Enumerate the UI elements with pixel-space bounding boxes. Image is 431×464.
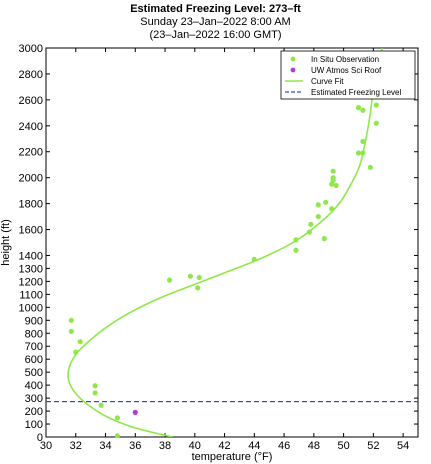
x-tick-label: 34 (99, 440, 111, 452)
x-tick-label: 30 (40, 440, 52, 452)
y-tick-label: 800 (25, 328, 43, 340)
y-tick-label: 100 (25, 419, 43, 431)
observation-point (114, 415, 121, 421)
observation-point (329, 206, 335, 212)
legend: In Situ Observation UW Atmos Sci Roof Curv… (280, 50, 416, 100)
x-tick-label: 42 (218, 440, 230, 452)
observation-point (373, 102, 379, 108)
y-tick-label: 500 (25, 367, 43, 379)
observation-point (355, 150, 362, 156)
observation-point (308, 221, 314, 227)
chart-title-block: Estimated Freezing Level: 273–ft Sunday … (0, 3, 431, 42)
y-tick-label: 2200 (19, 147, 43, 159)
y-axis-label: height (ft) (0, 219, 12, 265)
y-tick-label: 900 (25, 315, 43, 327)
observation-point (195, 285, 201, 291)
observation-point (360, 107, 366, 113)
observation-point (306, 229, 312, 235)
y-tick-label: 200 (25, 406, 43, 418)
x-axis-label: temperature (°F) (192, 451, 273, 463)
roof-observation-point (132, 409, 138, 415)
observation-point (73, 349, 79, 355)
y-tick-label: 600 (25, 354, 43, 366)
curve-fit-line (67, 48, 384, 437)
y-tick-label: 3000 (19, 43, 43, 55)
y-tick-label: 1600 (19, 225, 43, 237)
observation-point (293, 247, 299, 253)
observation-point (187, 273, 193, 279)
observation-point (360, 138, 366, 144)
x-tick-label: 50 (337, 440, 349, 452)
observation-point (315, 202, 321, 208)
observation-point (330, 177, 336, 183)
x-tick-label: 44 (248, 440, 260, 452)
chart-subtitle-local-time: Sunday 23–Jan–2022 8:00 AM (140, 16, 291, 28)
axis-ticks: 30 32 34 36 38 40 42 44 46 48 50 52 54 01002003004005… (19, 43, 418, 452)
y-tick-label: 700 (25, 341, 43, 353)
observation-point (355, 105, 362, 111)
x-tick-label: 52 (367, 440, 379, 452)
x-tick-label: 54 (397, 440, 409, 452)
observation-point (293, 237, 299, 243)
observation-point (68, 328, 74, 334)
observation-point (92, 390, 98, 396)
y-tick-label: 2800 (19, 69, 43, 81)
y-tick-label: 1000 (19, 302, 43, 314)
observation-point (367, 164, 373, 170)
legend-swatch-observation (290, 56, 296, 62)
chart-title: Estimated Freezing Level: 273–ft (130, 3, 301, 15)
observation-point (315, 213, 321, 220)
y-tick-label: 0 (37, 432, 43, 444)
x-tick-label: 40 (189, 440, 201, 452)
legend-label: UW Atmos Sci Roof (311, 66, 382, 75)
y-tick-label: 1300 (19, 263, 43, 275)
y-tick-label: 2000 (19, 173, 43, 185)
observation-point (373, 120, 379, 126)
y-tick-label: 1200 (19, 276, 43, 288)
plot-frame (45, 47, 419, 438)
chart-subtitle-gmt: (23–Jan–2022 16:00 GMT) (149, 29, 282, 41)
legend-swatch-roof (290, 67, 296, 73)
observation-point (77, 339, 83, 345)
y-tick-label: 300 (25, 393, 43, 405)
x-tick-label: 38 (159, 440, 171, 452)
observation-point (196, 274, 202, 281)
observation-point (114, 433, 121, 439)
observation-point (333, 182, 339, 189)
y-tick-label: 2400 (19, 121, 43, 133)
observation-point (92, 383, 98, 389)
y-tick-label: 400 (25, 380, 43, 392)
legend-box (280, 50, 416, 100)
legend-label: Curve Fit (311, 77, 344, 86)
legend-label: Estimated Freezing Level (311, 88, 401, 97)
observation-point (98, 402, 104, 408)
observation-point (321, 236, 327, 242)
y-tick-label: 1100 (19, 289, 43, 301)
observation-point (360, 150, 366, 156)
observation-point (330, 168, 336, 174)
x-tick-label: 48 (308, 440, 320, 452)
legend-label: In Situ Observation (311, 55, 379, 64)
y-tick-label: 1800 (19, 199, 43, 211)
observation-point (166, 277, 173, 283)
data-series (46, 48, 418, 439)
x-tick-label: 32 (70, 440, 82, 452)
y-tick-label: 2600 (19, 95, 43, 107)
observation-point (68, 317, 74, 323)
x-tick-label: 46 (278, 440, 290, 452)
observation-point (251, 256, 257, 262)
observation-point (323, 199, 329, 205)
y-tick-label: 1400 (19, 250, 43, 262)
x-tick-label: 36 (129, 440, 141, 452)
plot-area (45, 47, 419, 438)
